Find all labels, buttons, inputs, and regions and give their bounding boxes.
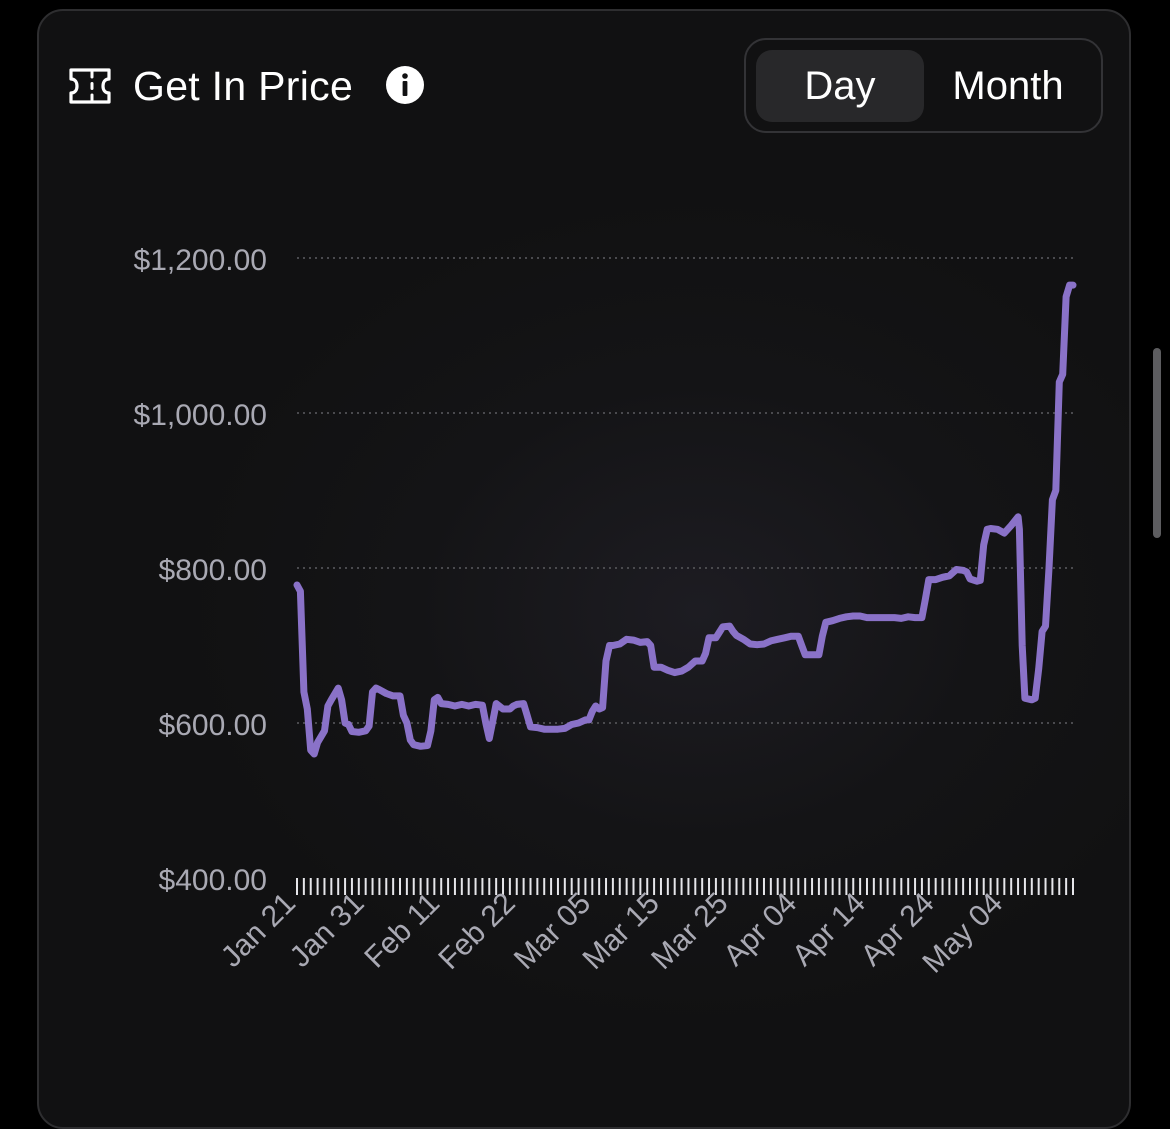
x-tick-label: Feb 22 — [432, 887, 521, 976]
y-tick-label: $1,200.00 — [134, 244, 267, 277]
y-tick-label: $400.00 — [159, 864, 267, 897]
x-tick-label: Mar 05 — [508, 887, 597, 976]
x-tick-label: Jan 31 — [284, 887, 371, 974]
x-tick-label: Mar 15 — [577, 887, 666, 976]
y-tick-label: $600.00 — [159, 709, 267, 742]
scrollbar-thumb[interactable] — [1153, 348, 1161, 538]
x-tick-label: Apr 04 — [717, 887, 803, 973]
ticket-icon — [69, 68, 111, 104]
day-button[interactable]: Day — [756, 50, 924, 122]
price-series-line — [293, 281, 1077, 758]
period-toggle: Day Month — [744, 38, 1103, 133]
chart-title: Get In Price — [133, 63, 354, 109]
get-in-price-card — [37, 9, 1131, 1129]
info-icon[interactable] — [385, 65, 425, 105]
month-button[interactable]: Month — [952, 64, 1064, 108]
price-line-chart: $400.00 $600.00 $800.00 $1,000.00 $1,200.00 J… — [134, 244, 1077, 980]
x-tick-label: Apr 14 — [786, 887, 872, 973]
x-tick-label: Mar 25 — [645, 887, 734, 976]
y-tick-label: $1,000.00 — [134, 399, 267, 432]
x-tick-label: Jan 21 — [215, 887, 302, 974]
y-tick-label: $800.00 — [159, 554, 267, 587]
x-tick-label: Feb 11 — [358, 887, 446, 975]
